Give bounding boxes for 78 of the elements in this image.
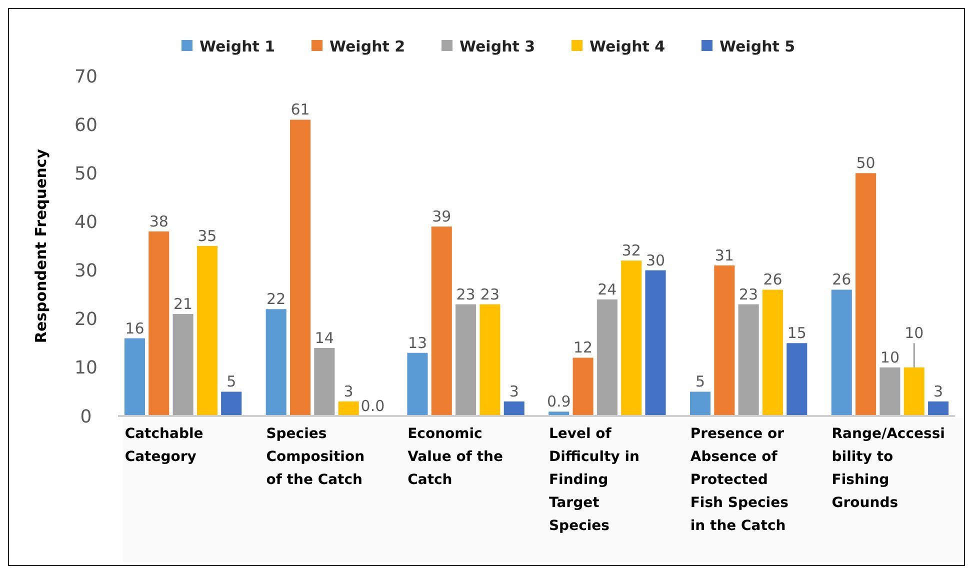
y-tick-label: 10 — [74, 358, 98, 379]
bar — [172, 314, 194, 416]
data-label: 30 — [646, 251, 666, 270]
y-axis-title: Respondent Frequency — [32, 148, 50, 344]
bar — [621, 260, 642, 416]
data-label: 14 — [314, 329, 334, 347]
bar — [880, 367, 900, 416]
bar — [221, 392, 242, 416]
x-tick-label: Presence or Absence of Protected Fish Species in the Catch — [690, 426, 788, 534]
bar — [738, 304, 759, 416]
x-tick-label: Economic Value of the Catch — [408, 426, 503, 488]
y-tick-label: 50 — [74, 163, 98, 184]
data-label: 3 — [509, 382, 519, 400]
bar — [290, 120, 311, 416]
bar — [596, 299, 618, 416]
data-label: 23 — [456, 285, 476, 304]
y-tick-label: 60 — [74, 114, 98, 136]
data-label: 50 — [856, 154, 876, 172]
bar — [338, 401, 359, 416]
bar — [645, 270, 666, 416]
legend-label: Weight 4 — [590, 37, 666, 56]
x-tick-label: Species Composition of the Catch — [266, 426, 365, 488]
data-label: 5 — [226, 372, 236, 391]
legend-label: Weight 1 — [200, 37, 276, 56]
bar — [714, 265, 735, 416]
bar — [407, 352, 428, 416]
data-label: 61 — [290, 100, 310, 119]
x-tick-label: Level of Difficulty in Finding Target Species — [548, 426, 640, 534]
bar — [196, 246, 218, 416]
data-label: 0.9 — [546, 392, 571, 411]
data-label: 23 — [739, 285, 758, 304]
bar — [690, 392, 711, 416]
y-tick-label: 70 — [74, 66, 98, 88]
data-label: 23 — [480, 285, 500, 304]
bar — [266, 309, 286, 416]
bar — [314, 348, 335, 416]
data-label: 5 — [695, 372, 706, 391]
data-label: 24 — [598, 280, 617, 298]
data-label: 38 — [149, 212, 168, 230]
bar — [786, 343, 808, 416]
bar — [572, 358, 594, 416]
bar — [456, 304, 476, 416]
bar — [431, 226, 452, 416]
y-tick-label: 40 — [74, 212, 98, 234]
bar — [904, 367, 924, 416]
y-tick-label: 20 — [74, 309, 98, 330]
data-label: 10 — [880, 348, 900, 366]
data-label: 15 — [787, 324, 806, 342]
x-tick-label: Catchable Category — [124, 426, 204, 465]
data-label: 3 — [934, 382, 944, 400]
data-label: 39 — [432, 208, 452, 226]
bar — [762, 290, 784, 416]
data-label: 31 — [714, 246, 734, 264]
bar — [504, 401, 524, 416]
data-label: 35 — [198, 227, 217, 245]
data-label: 32 — [622, 242, 641, 260]
data-label: 3 — [344, 382, 354, 400]
bar — [480, 304, 500, 416]
bar — [831, 290, 852, 416]
data-label: 22 — [266, 290, 286, 308]
y-tick-label: 30 — [74, 260, 98, 282]
data-label: 10 — [904, 324, 924, 342]
data-label: 13 — [408, 334, 428, 352]
data-label: 26 — [832, 270, 852, 289]
x-tick-label: Range/Accessibility to Fishing Grounds — [832, 426, 945, 511]
bar — [856, 173, 876, 416]
data-label: 0.0 — [360, 397, 385, 415]
y-tick-label: 0 — [80, 406, 92, 428]
bar — [928, 401, 949, 416]
data-label: 26 — [763, 270, 782, 289]
data-label: 12 — [573, 338, 593, 357]
bar — [124, 338, 145, 416]
bar — [148, 231, 170, 416]
data-label: 21 — [173, 295, 193, 313]
legend-label: Weight 3 — [460, 37, 536, 56]
legend-label: Weight 5 — [720, 37, 796, 56]
legend-label: Weight 2 — [330, 37, 406, 56]
data-label: 16 — [125, 319, 144, 338]
